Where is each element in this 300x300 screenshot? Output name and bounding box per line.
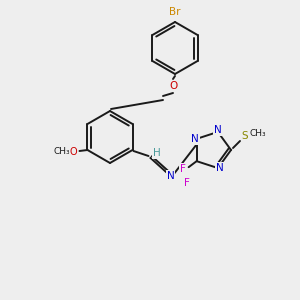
Text: CH₃: CH₃ [53,148,70,157]
Text: N: N [214,125,222,135]
Text: CH₃: CH₃ [250,130,266,139]
Text: O: O [169,81,177,91]
Text: N: N [167,171,174,181]
Text: F: F [184,178,190,188]
Text: S: S [242,131,248,141]
Text: H: H [153,148,160,158]
Text: O: O [70,147,77,157]
Text: F: F [180,164,186,174]
Text: N: N [216,163,224,173]
Text: Br: Br [169,7,181,17]
Text: N: N [191,134,199,144]
